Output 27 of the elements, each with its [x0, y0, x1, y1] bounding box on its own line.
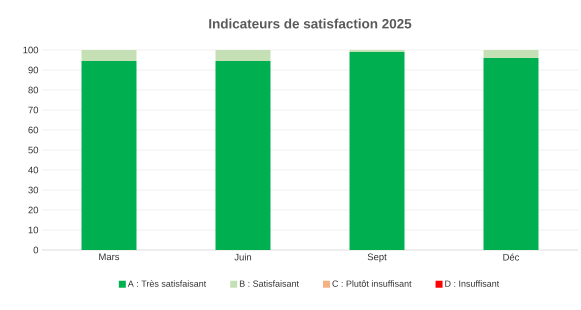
chart-title: Indicateurs de satisfaction 2025: [209, 18, 412, 28]
bar: [484, 50, 539, 58]
y-tick-label: 100: [23, 46, 38, 54]
bar: [82, 61, 136, 250]
legend-label: C : Plutôt insuffisant: [332, 280, 412, 287]
x-tick-label: Sept: [368, 254, 387, 262]
y-tick-label: 10: [28, 226, 38, 234]
bar: [350, 52, 405, 250]
legend-label: B : Satisfaisant: [240, 280, 299, 287]
legend-label: A : Très satisfaisant: [128, 280, 206, 287]
y-tick-label: 90: [28, 66, 38, 74]
y-tick-label: 60: [28, 126, 38, 134]
bar: [82, 50, 136, 61]
x-tick-label: Déc: [503, 254, 520, 261]
bar: [216, 50, 270, 61]
bar: [216, 61, 270, 250]
bar: [484, 58, 539, 250]
y-tick-label: 70: [28, 106, 38, 114]
y-tick-label: 40: [28, 166, 38, 174]
y-tick-label: 30: [28, 186, 38, 194]
y-tick-label: 80: [28, 86, 38, 94]
legend-label: D : Insuffisant: [445, 280, 500, 287]
y-tick-label: 50: [28, 146, 38, 154]
x-tick-label: Mars: [99, 254, 120, 260]
x-tick-label: Juin: [234, 254, 252, 260]
y-tick-label: 0: [34, 246, 38, 254]
y-tick-label: 20: [28, 206, 38, 214]
